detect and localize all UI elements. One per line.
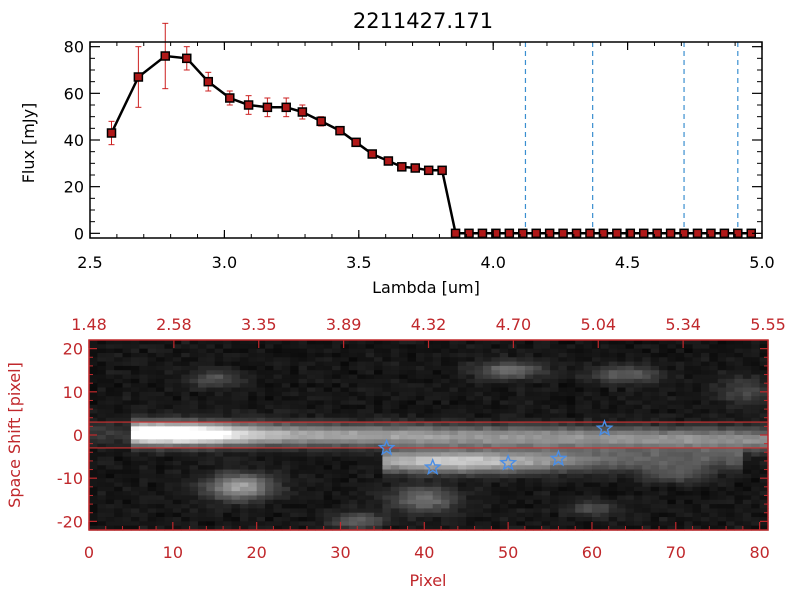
space-shift-tick-label: -10 — [57, 469, 83, 488]
pixel-tick-label: 20 — [246, 543, 266, 562]
y-tick-label: 20 — [64, 178, 84, 197]
pixel-axis-ticks: 0 10 20 30 40 50 60 70 80 — [84, 522, 770, 562]
data-point — [450, 228, 461, 239]
data-point — [692, 228, 703, 239]
y-tick-label: 0 — [74, 224, 84, 243]
data-point — [297, 107, 308, 117]
pixel-tick-label: 50 — [498, 543, 518, 562]
wavelength-top-axis-ticks: 1.48 2.58 3.35 3.89 4.32 4.70 5.04 5.34 5.55 — [71, 315, 786, 348]
data-point — [612, 228, 622, 239]
data-point — [437, 165, 447, 176]
space-shift-tick-label: 20 — [63, 340, 83, 359]
wavelength-tick-label: 3.89 — [326, 315, 362, 334]
data-point — [397, 162, 407, 172]
x-tick-label: 5.0 — [749, 253, 774, 272]
pixel-tick-label: 80 — [749, 543, 769, 562]
x-axis-label: Lambda [um] — [372, 278, 480, 297]
data-point — [383, 156, 394, 166]
wavelength-tick-label: 5.55 — [750, 315, 786, 334]
y-tick-label: 60 — [64, 84, 84, 103]
heatmap-image — [89, 340, 769, 531]
wavelength-tick-label: 3.35 — [241, 315, 277, 334]
data-point — [504, 228, 515, 239]
data-point — [316, 116, 326, 127]
data-point — [531, 228, 541, 239]
pixel-tick-label: 10 — [163, 543, 183, 562]
y-axis-ticks: 0 20 40 60 80 — [64, 38, 762, 243]
space-shift-tick-label: 10 — [63, 383, 83, 402]
wavelength-tick-label: 4.70 — [496, 315, 532, 334]
pixel-axis-label: Pixel — [409, 571, 446, 590]
pixel-tick-label: 70 — [666, 543, 686, 562]
space-shift-axis-ticks: -20 -10 0 10 20 — [57, 340, 768, 531]
data-point — [477, 228, 488, 239]
star-marker — [549, 449, 568, 467]
pixel-tick-label: 30 — [330, 543, 350, 562]
space-shift-tick-label: 0 — [73, 426, 83, 445]
data-point — [182, 53, 192, 64]
star-marker — [377, 438, 396, 456]
data-point — [423, 165, 434, 176]
data-point — [335, 125, 345, 136]
star-markers — [377, 419, 614, 476]
data-point — [351, 137, 361, 148]
star-marker — [595, 419, 614, 437]
error-bars — [108, 22, 446, 174]
y-axis-label: Flux [mJy] — [19, 103, 38, 184]
data-point — [225, 93, 235, 103]
wavelength-tick-label: 2.58 — [156, 315, 192, 334]
x-tick-label: 2.5 — [77, 253, 102, 272]
pixel-tick-label: 60 — [582, 543, 602, 562]
y-tick-label: 40 — [64, 131, 84, 150]
data-point — [160, 51, 171, 61]
data-point — [281, 102, 291, 113]
data-point — [585, 228, 595, 239]
star-marker — [423, 457, 442, 476]
data-point — [638, 228, 649, 239]
flux-markers — [106, 51, 756, 239]
space-shift-tick-label: -20 — [57, 512, 83, 531]
data-point — [665, 228, 676, 239]
data-point — [203, 76, 214, 87]
chart-title: 2211427.171 — [353, 9, 493, 33]
spectral-image-chart: 0 10 20 30 40 50 60 70 80 1.48 2.58 3.35 3.89 4.32 4.… — [5, 315, 786, 590]
x-tick-label: 4.0 — [480, 253, 505, 272]
x-tick-label: 3.5 — [346, 253, 371, 272]
data-point — [410, 163, 420, 173]
spectrum-chart: 2211427.171 2.5 3.0 3.5 4.0 4.5 5.0 0 20 40 60 80… — [19, 9, 775, 297]
data-point — [243, 100, 254, 110]
extraction-band-lines — [89, 421, 768, 449]
space-shift-axis-label: Space Shift [pixel] — [5, 362, 24, 508]
pixel-tick-label: 40 — [414, 543, 434, 562]
spectrum-plot-frame — [89, 41, 763, 239]
wavelength-markers — [524, 42, 739, 238]
data-point — [558, 228, 568, 239]
data-point — [106, 128, 117, 138]
y-tick-label: 80 — [64, 38, 84, 57]
x-tick-label: 3.0 — [212, 253, 237, 272]
data-point — [367, 149, 377, 159]
x-tick-label: 4.5 — [615, 253, 640, 272]
data-point — [719, 228, 730, 239]
data-point — [262, 102, 273, 113]
star-marker — [499, 453, 518, 471]
data-point — [133, 72, 144, 82]
pixel-tick-label: 0 — [84, 543, 94, 562]
wavelength-tick-label: 5.34 — [665, 315, 701, 334]
x-axis-ticks: 2.5 3.0 3.5 4.0 4.5 5.0 — [77, 42, 775, 272]
wavelength-tick-label: 1.48 — [71, 315, 107, 334]
wavelength-tick-label: 4.32 — [411, 315, 447, 334]
wavelength-tick-label: 5.04 — [580, 315, 616, 334]
